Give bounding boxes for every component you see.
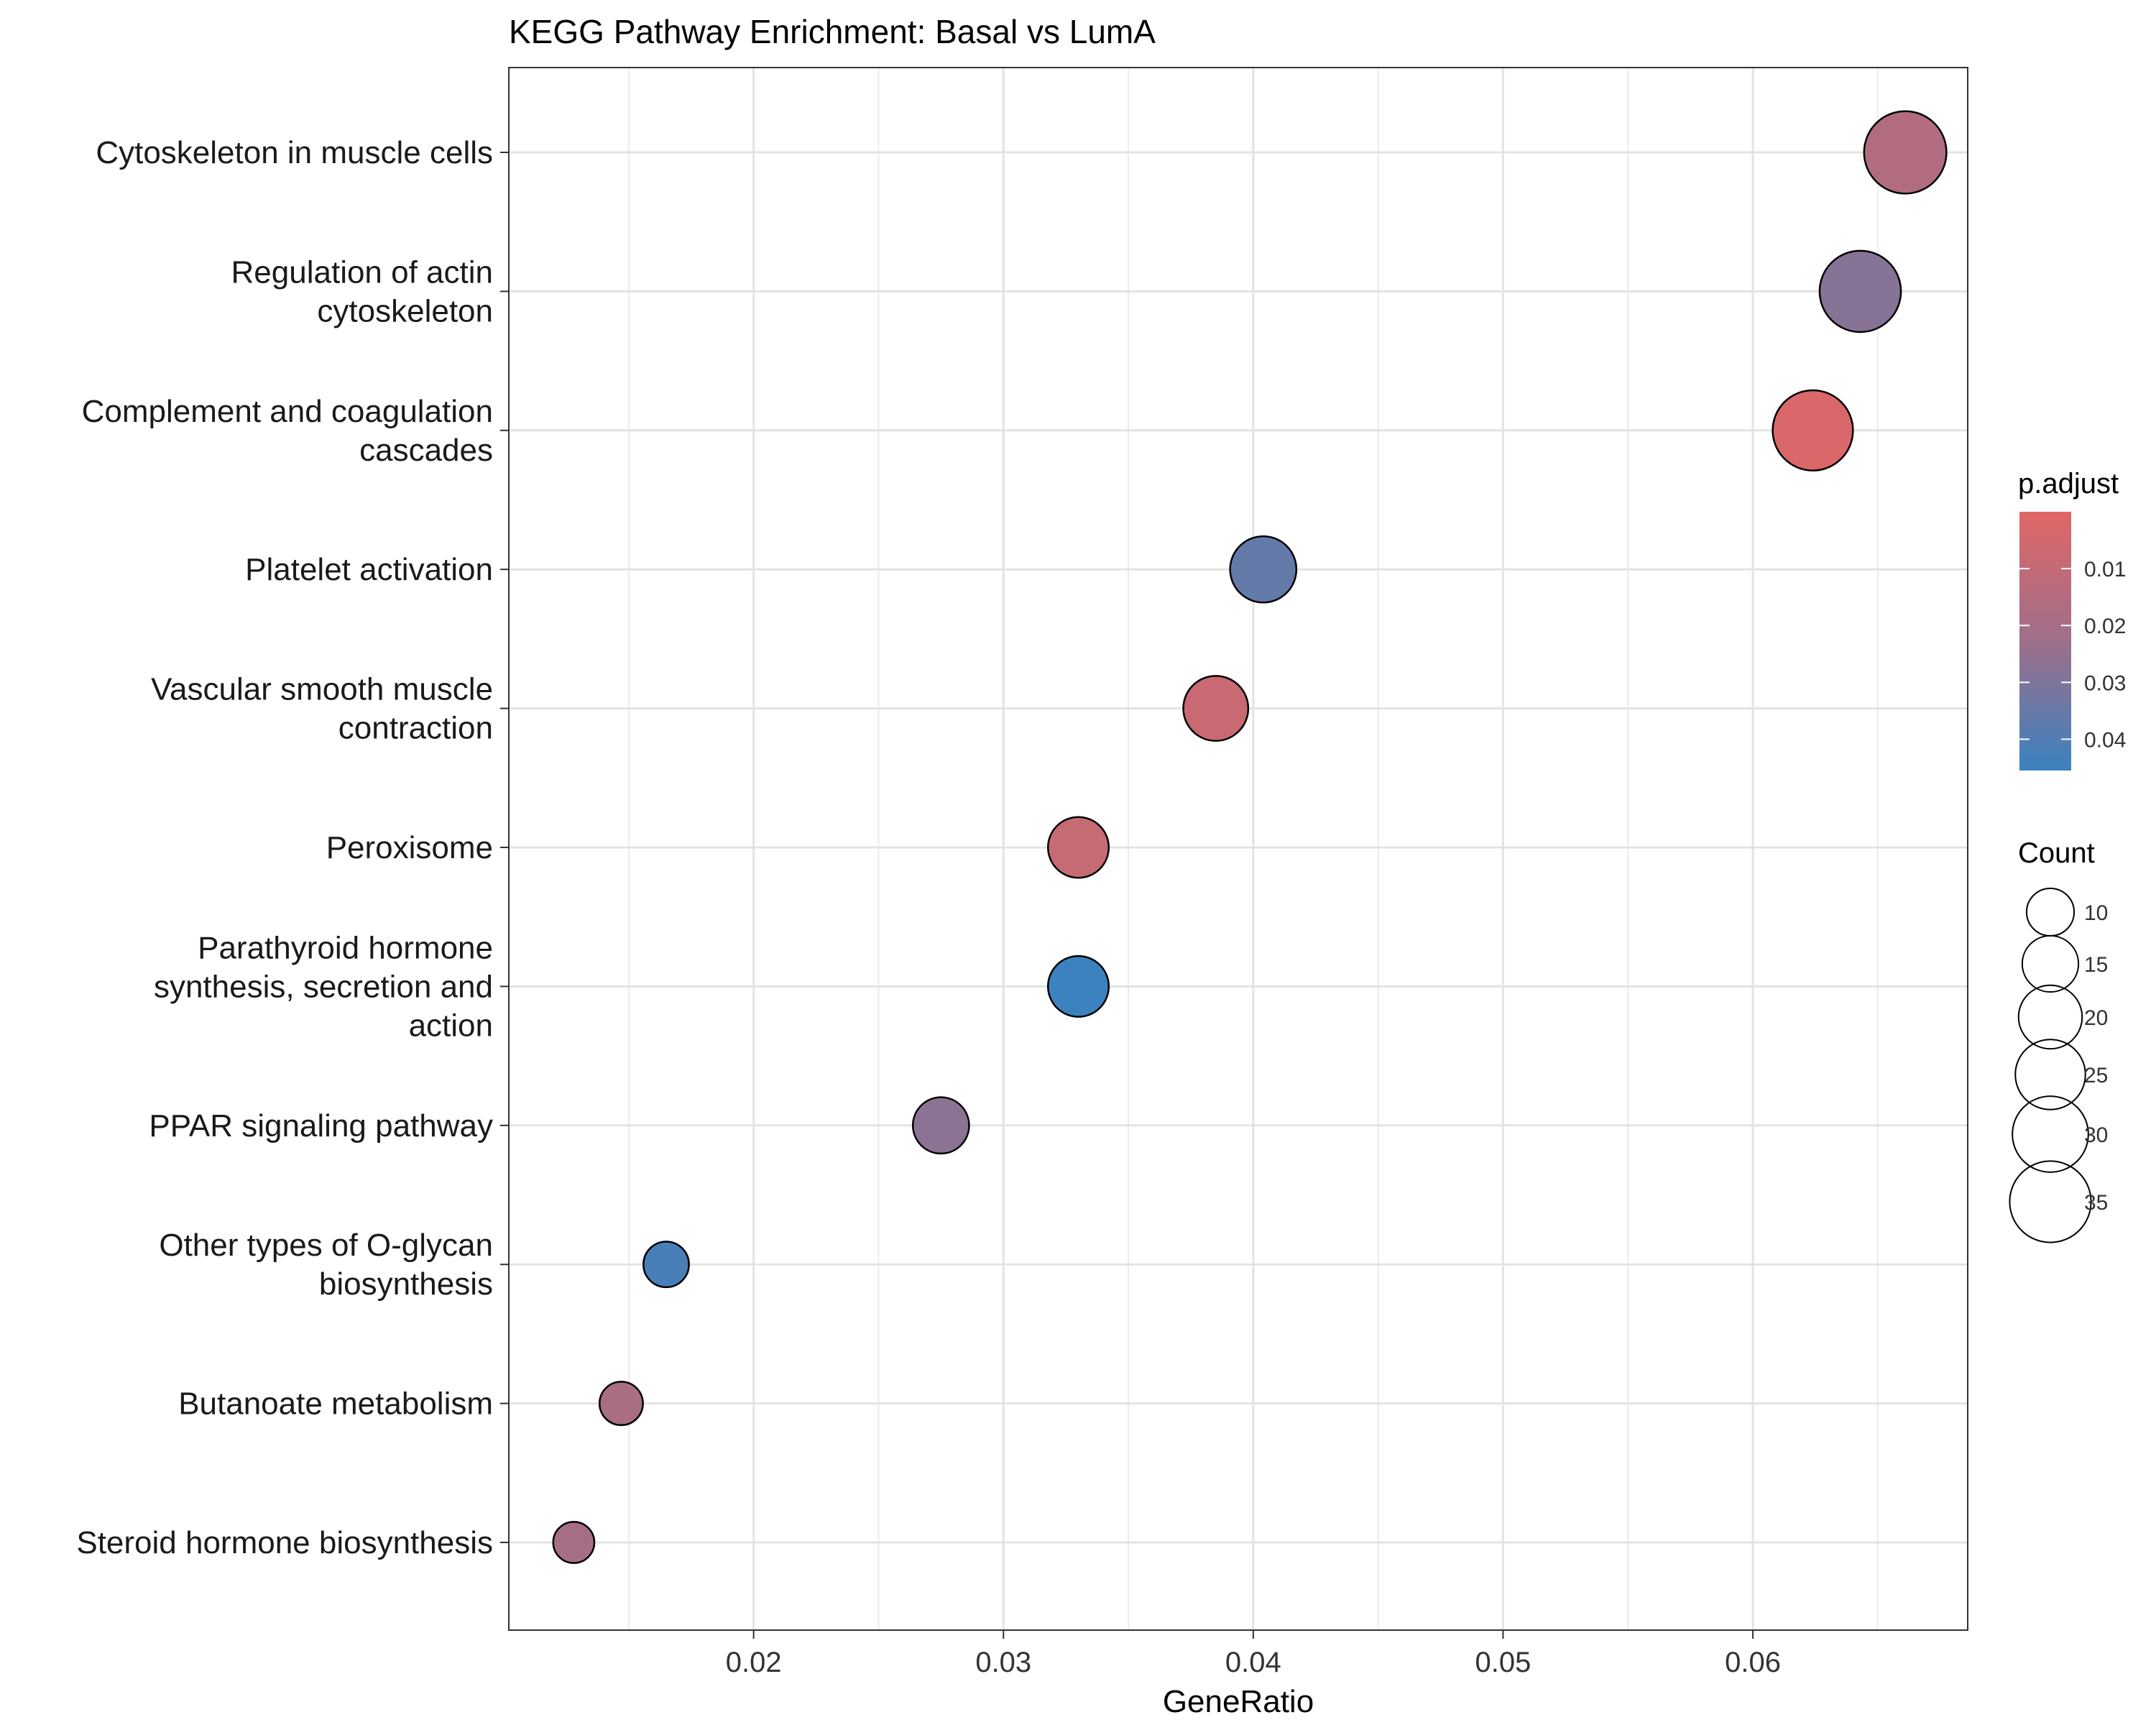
size-legend-circle — [2012, 1095, 2089, 1173]
data-point — [911, 1096, 970, 1155]
x-axis-title: GeneRatio — [1163, 1684, 1314, 1719]
data-point — [598, 1381, 644, 1427]
y-tick-label: Peroxisome — [326, 830, 493, 865]
data-point — [552, 1521, 596, 1564]
size-legend: Count 10 15 20 25 30 35 — [2009, 837, 2108, 1243]
y-tick-label: Butanoate metabolism — [178, 1386, 493, 1422]
size-legend-circle — [2009, 1160, 2092, 1243]
color-legend: p.adjust 0.01 0.02 0.03 0.04 — [2018, 468, 2126, 770]
data-point — [1182, 675, 1250, 742]
x-tick-label: 0.03 — [975, 1647, 1031, 1678]
y-tick-label: Complement and coagulation cascades — [82, 394, 493, 468]
y-tick-label: Cytoskeleton in muscle cells — [96, 135, 493, 170]
data-point — [1047, 816, 1110, 879]
y-tick-label: Regulation of actin cytoskeleton — [231, 254, 493, 328]
y-tick-label: Platelet activation — [245, 552, 493, 587]
size-legend-label: 25 — [2084, 1064, 2108, 1087]
size-legend-circle — [2014, 1039, 2086, 1110]
size-legend-circle — [2021, 934, 2080, 993]
size-legend-title: Count — [2018, 837, 2095, 869]
data-point — [1863, 110, 1948, 195]
data-point — [1047, 954, 1110, 1018]
size-legend-label: 10 — [2084, 901, 2108, 925]
points — [552, 110, 1948, 1564]
chart-title: KEGG Pathway Enrichment: Basal vs LumA — [509, 13, 1156, 50]
y-tick-label: PPAR signaling pathway — [149, 1108, 493, 1144]
size-legend-label: 20 — [2084, 1006, 2108, 1030]
y-tick-label: Other types of O-glycan biosynthesis — [159, 1228, 493, 1302]
data-point — [642, 1241, 690, 1289]
color-legend-title: p.adjust — [2018, 468, 2119, 500]
x-tick-label: 0.06 — [1725, 1647, 1781, 1678]
data-point — [1772, 389, 1854, 472]
color-legend-label: 0.02 — [2084, 615, 2126, 638]
y-tick-label: Parathyroid hormone synthesis, secretion … — [154, 930, 493, 1043]
x-tick-label: 0.02 — [726, 1647, 782, 1678]
data-point — [1229, 535, 1298, 604]
color-legend-label: 0.04 — [2084, 728, 2126, 752]
color-legend-bar — [2019, 512, 2071, 770]
data-point — [1818, 249, 1902, 334]
x-axis: 0.02 0.03 0.04 0.05 0.06 — [726, 1630, 1781, 1678]
size-legend-label: 30 — [2084, 1123, 2108, 1147]
y-tick-label: Vascular smooth muscle contraction — [151, 672, 493, 746]
size-legend-circle — [2025, 887, 2076, 937]
size-legend-label: 35 — [2084, 1191, 2108, 1215]
color-legend-label: 0.01 — [2084, 558, 2126, 581]
grid — [509, 68, 1968, 1630]
size-legend-label: 15 — [2084, 953, 2108, 977]
plot-panel-border — [508, 67, 1968, 1631]
x-tick-label: 0.04 — [1225, 1647, 1281, 1678]
size-legend-circle — [2017, 984, 2083, 1050]
y-axis: Cytoskeleton in muscle cells Regulation o… — [76, 135, 509, 1560]
y-tick-label: Steroid hormone biosynthesis — [76, 1525, 493, 1560]
x-tick-label: 0.05 — [1475, 1647, 1531, 1678]
color-legend-label: 0.03 — [2084, 671, 2126, 695]
